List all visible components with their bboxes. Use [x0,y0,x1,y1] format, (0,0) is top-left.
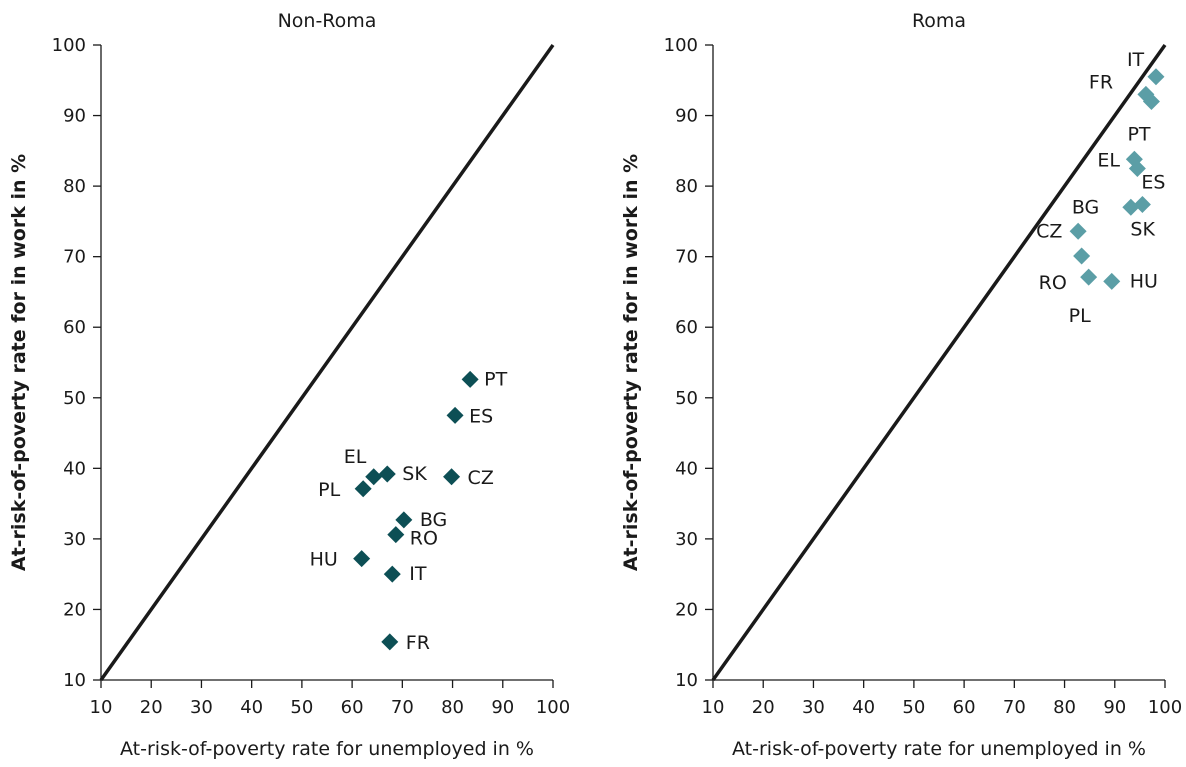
data-point-bg [1122,198,1140,216]
data-point-el [365,468,383,486]
data-point-sk [378,465,396,483]
y-tick-label: 40 [63,458,86,479]
y-tick-label: 100 [664,35,698,56]
data-point-hu [353,550,371,568]
y-tick-label: 20 [63,599,86,620]
point-label-es: ES [469,405,493,427]
point-label-fr: FR [1089,71,1113,93]
point-label-it: IT [1127,49,1145,71]
data-point-cz [1069,222,1087,240]
data-point-ro [387,526,405,544]
x-axis-title: At-risk-of-poverty rate for unemployed i… [120,738,534,760]
data-point-es [446,406,464,424]
point-label-hu: HU [1130,270,1158,292]
point-label-pl: PL [318,479,340,501]
point-label-hu: HU [310,549,338,571]
data-point-pt [1142,92,1160,110]
x-tick-label: 30 [190,697,213,718]
y-axis-title: At-risk-of-poverty rate for in work in % [620,154,642,571]
x-tick-label: 80 [441,697,464,718]
y-tick-label: 60 [63,317,86,338]
y-tick-label: 80 [63,176,86,197]
y-axis-title: At-risk-of-poverty rate for in work in % [8,154,30,571]
y-tick-label: 60 [675,317,698,338]
point-label-bg: BG [1072,196,1099,218]
y-tick-label: 10 [675,670,698,691]
data-point-pl [354,480,372,498]
point-label-cz: CZ [468,467,494,489]
x-axis-title: At-risk-of-poverty rate for unemployed i… [732,738,1146,760]
x-tick-label: 10 [702,697,725,718]
point-label-it: IT [409,563,427,585]
x-tick-label: 20 [140,697,163,718]
data-point-cz [443,468,461,486]
y-tick-label: 50 [63,388,86,409]
x-tick-label: 50 [902,697,925,718]
x-tick-label: 60 [341,697,364,718]
data-point-fr [381,633,399,651]
point-label-bg: BG [420,509,447,531]
panel-title: Roma [912,10,966,32]
y-tick-label: 70 [63,247,86,268]
x-tick-label: 30 [802,697,825,718]
x-tick-label: 60 [953,697,976,718]
x-tick-label: 70 [391,697,414,718]
y-tick-label: 30 [63,529,86,550]
data-point-it [1147,68,1165,86]
y-tick-label: 90 [675,106,698,127]
x-tick-label: 70 [1003,697,1026,718]
panel-roma: Roma 10 20 30 40 50 60 70 80 90 100 10 20 30 40 50 60 70 8… [620,10,1182,760]
data-point-sk [1133,195,1151,213]
y-tick-label: 80 [675,176,698,197]
y-tick-label: 10 [63,670,86,691]
data-point-pl [1080,268,1098,286]
x-tick-label: 80 [1053,697,1076,718]
y-tick-label: 40 [675,458,698,479]
panel-title: Non-Roma [278,10,377,32]
data-point-it [383,565,401,583]
y-tick-label: 90 [63,106,86,127]
data-point-pt [461,370,479,388]
x-tick-label: 90 [491,697,514,718]
point-label-ro: RO [410,528,438,550]
y-tick-label: 70 [675,247,698,268]
point-label-el: EL [1097,149,1120,171]
point-label-pt: PT [484,368,507,390]
y-tick-label: 50 [675,388,698,409]
point-label-fr: FR [406,632,430,654]
data-point-es [1128,159,1146,177]
point-label-ro: RO [1039,272,1067,294]
y-tick-label: 20 [675,599,698,620]
x-tick-label: 100 [536,697,570,718]
point-label-es: ES [1141,171,1165,193]
point-label-pt: PT [1127,123,1150,145]
x-tick-label: 40 [852,697,875,718]
data-point-bg [395,511,413,529]
x-tick-label: 40 [240,697,263,718]
reference-line [99,43,555,682]
point-label-el: EL [344,446,367,468]
data-point-ro [1073,247,1091,265]
point-label-pl: PL [1069,305,1091,327]
point-label-cz: CZ [1036,220,1062,242]
y-tick-label: 100 [52,35,86,56]
x-tick-label: 50 [290,697,313,718]
point-label-sk: SK [402,463,427,485]
x-tick-label: 100 [1148,697,1182,718]
y-tick-label: 30 [675,529,698,550]
x-tick-label: 20 [752,697,775,718]
data-point-hu [1103,272,1121,290]
x-tick-label: 10 [90,697,113,718]
x-tick-label: 90 [1103,697,1126,718]
panel-non-roma: Non-Roma 10 20 30 40 50 60 70 80 90 100 10 20 30 40 50 6… [8,10,570,760]
reference-line [711,43,1167,682]
point-label-sk: SK [1130,218,1155,240]
